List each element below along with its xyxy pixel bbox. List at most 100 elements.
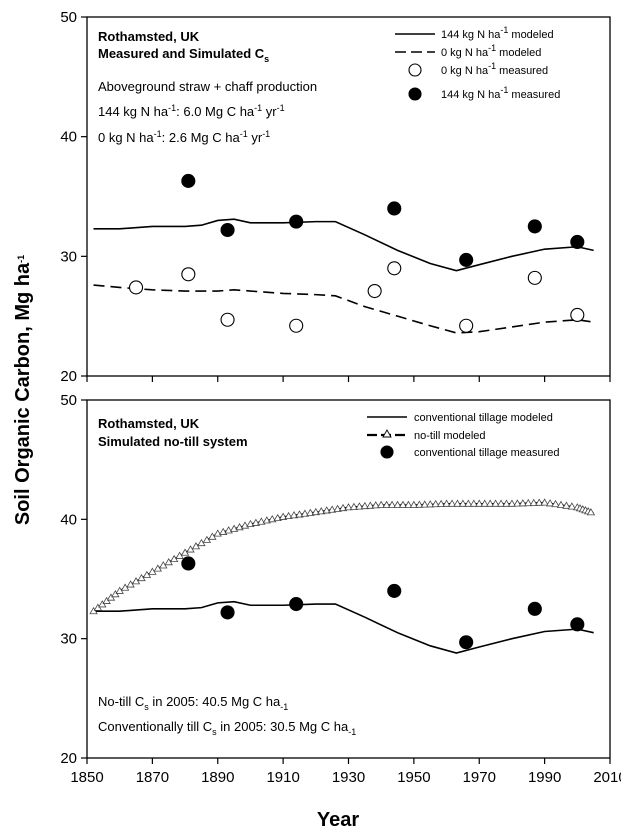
- triangle-marker: [327, 505, 337, 513]
- legend-entry: 0 kg N ha-1 modeled: [395, 43, 541, 59]
- triangle-marker: [426, 500, 435, 508]
- legend-label: conventional tillage modeled: [414, 412, 553, 424]
- annotation: 144 kg N ha-1: 6.0 Mg C ha-1 yr-1: [98, 103, 285, 119]
- triangle-marker: [586, 508, 596, 516]
- data-point: [387, 201, 402, 216]
- y-tick-label: 20: [60, 368, 77, 385]
- triangle-marker: [534, 498, 544, 506]
- x-tick-label: 1850: [70, 769, 103, 786]
- triangle-marker: [431, 499, 440, 508]
- series-1: [93, 600, 594, 654]
- legend-label: no-till modeled: [414, 430, 486, 442]
- data-point: [527, 270, 542, 285]
- x-axis-title: Year: [317, 809, 359, 831]
- legend-entry: 144 kg N ha-1 measured: [408, 85, 560, 101]
- triangle-marker: [447, 499, 457, 507]
- triangle-marker: [349, 502, 359, 510]
- triangle-marker: [545, 499, 555, 507]
- legend-label: conventional tillage measured: [414, 447, 560, 459]
- triangle-marker: [513, 499, 522, 507]
- annotation: No-till Cs in 2005: 40.5 Mg C ha-1: [98, 694, 288, 712]
- y-tick-label: 30: [60, 248, 77, 265]
- triangle-marker: [333, 504, 342, 512]
- data-point: [459, 318, 474, 333]
- series-line: [93, 284, 594, 334]
- panel-title-line1: Rothamsted, UK: [98, 416, 200, 431]
- triangle-marker: [382, 500, 391, 508]
- legend-label: 144 kg N ha-1 modeled: [441, 25, 554, 41]
- data-point: [220, 222, 235, 238]
- triangle-marker: [562, 501, 571, 509]
- panel-title-line1: Rothamsted, UK: [98, 29, 200, 44]
- data-point: [128, 280, 144, 295]
- data-point: [289, 318, 304, 333]
- annotation: Conventionally till Cs in 2005: 30.5 Mg …: [98, 719, 356, 737]
- legend-marker: [380, 445, 394, 459]
- series-1: [93, 218, 594, 272]
- triangle-marker: [306, 508, 315, 516]
- triangle-marker: [344, 503, 353, 511]
- x-tick-label: 1890: [201, 769, 234, 786]
- x-tick-label: 1950: [397, 769, 430, 786]
- triangle-marker: [398, 500, 408, 508]
- triangle-marker: [289, 511, 299, 519]
- series-3: [128, 261, 585, 333]
- triangle-marker: [458, 499, 468, 507]
- triangle-marker: [464, 499, 473, 507]
- y-axis-title: Soil Organic Carbon, Mg ha-1: [12, 255, 34, 525]
- data-point: [570, 307, 585, 323]
- panel-title-line2: Measured and Simulated Cs: [98, 46, 269, 64]
- panel-1: 20 30 40 50 Rothamsted, UK Measured and Simul…: [60, 9, 611, 385]
- triangle-marker: [415, 500, 424, 508]
- triangle-marker: [409, 500, 419, 508]
- series-line: [93, 600, 594, 654]
- legend-marker: [408, 87, 422, 101]
- data-point: [220, 312, 235, 327]
- legend-entry: 0 kg N ha-1 measured: [408, 61, 548, 77]
- triangle-marker: [485, 499, 495, 507]
- triangle-marker: [317, 507, 326, 515]
- series-4: [181, 173, 585, 267]
- data-point: [570, 617, 585, 632]
- triangle-marker: [284, 511, 293, 520]
- data-point: [387, 583, 402, 598]
- data-point: [570, 234, 585, 250]
- legend-marker: [382, 429, 392, 438]
- panel-2: 20 30 40 50 1850 1870 1890 1910 1930 1950 1970 1990…: [60, 392, 621, 786]
- triangle-marker: [436, 499, 446, 507]
- legend-entry: 144 kg N ha-1 modeled: [395, 25, 554, 41]
- triangle-marker: [360, 501, 370, 510]
- data-point: [289, 597, 304, 612]
- data-point: [181, 173, 196, 188]
- triangle-marker: [491, 499, 500, 507]
- legend-entry: conventional tillage modeled: [367, 412, 553, 424]
- legend-label: 144 kg N ha-1 measured: [441, 85, 560, 101]
- triangle-marker: [442, 499, 451, 507]
- triangle-marker: [524, 498, 533, 507]
- data-point: [181, 267, 196, 282]
- triangle-marker: [507, 499, 517, 507]
- triangle-marker: [469, 499, 478, 507]
- data-point: [527, 219, 542, 234]
- data-point: [459, 252, 474, 267]
- triangle-marker: [529, 498, 538, 506]
- triangle-marker: [338, 503, 348, 512]
- triangle-marker: [355, 502, 364, 510]
- x-tick-label: 2010: [593, 769, 621, 786]
- data-point: [220, 605, 235, 620]
- triangle-marker: [420, 500, 429, 508]
- triangle-marker: [453, 499, 462, 507]
- annotation: 0 kg N ha-1: 2.6 Mg C ha-1 yr-1: [98, 129, 270, 145]
- y-tick-label: 50: [60, 392, 77, 409]
- series-line: [93, 501, 594, 612]
- triangle-marker: [540, 498, 549, 506]
- annotation: Aboveground straw + chaff production: [98, 79, 317, 94]
- x-tick-label: 1910: [266, 769, 299, 786]
- triangle-marker: [475, 499, 484, 507]
- x-tick-label: 1970: [463, 769, 496, 786]
- legend-entry: no-till modeled: [367, 429, 486, 442]
- y-tick-label: 40: [60, 129, 77, 146]
- series-line: [93, 218, 594, 272]
- triangle-marker: [502, 499, 511, 507]
